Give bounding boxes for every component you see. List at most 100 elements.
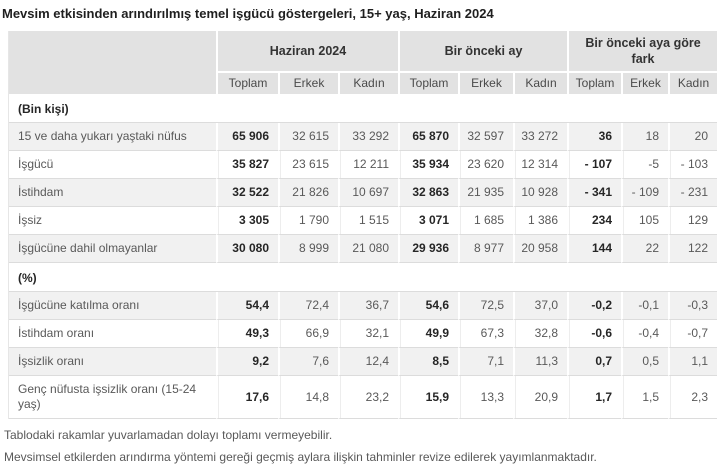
footnotes: Tablodaki rakamlar yuvarlamadan dolayı t…	[4, 428, 718, 465]
column-subheader: Kadın	[668, 71, 718, 94]
row-label: İşsizlik oranı	[9, 348, 216, 376]
column-subheader: Erkek	[278, 71, 338, 94]
cell-value: 72,4	[278, 292, 338, 320]
cell-value: 1 790	[278, 207, 338, 235]
cell-value: 23 615	[278, 151, 338, 179]
table-row: İstihdam 32 522 21 826 10 697 32 863 21 …	[9, 179, 718, 207]
cell-value: 18	[621, 123, 669, 151]
cell-value: 23,2	[338, 376, 399, 419]
section-header-row: (Bin kişi)	[9, 94, 718, 123]
cell-value: 3 305	[216, 207, 278, 235]
cell-value: 12 211	[338, 151, 399, 179]
column-group-header: Bir önceki ay	[398, 31, 568, 71]
row-label: İşgücü	[9, 151, 216, 179]
cell-value: 54,6	[398, 292, 459, 320]
cell-value: 1 515	[338, 207, 399, 235]
cell-value: 49,3	[216, 320, 278, 348]
cell-value: 1 685	[458, 207, 514, 235]
table-row: 15 ve daha yukarı yaştaki nüfus 65 906 3…	[9, 123, 718, 151]
cell-value: 12,4	[338, 348, 399, 376]
cell-value: - 231	[668, 179, 718, 207]
cell-value: 29 936	[398, 235, 459, 263]
table-row: İşgücüne dahil olmayanlar 30 080 8 999 2…	[9, 235, 718, 263]
cell-value: 35 934	[398, 151, 459, 179]
cell-value: 20 958	[513, 235, 568, 263]
cell-value: 11,3	[513, 348, 568, 376]
cell-value: 20	[668, 123, 718, 151]
cell-value: -0,4	[621, 320, 669, 348]
cell-value: 3 071	[398, 207, 459, 235]
cell-value: 32,8	[513, 320, 568, 348]
row-label: İşsiz	[9, 207, 216, 235]
cell-value: 33 292	[338, 123, 399, 151]
cell-value: - 109	[621, 179, 669, 207]
cell-value: 7,1	[458, 348, 514, 376]
cell-value: 9,2	[216, 348, 278, 376]
column-subheader: Erkek	[458, 71, 514, 94]
cell-value: 10 928	[513, 179, 568, 207]
page-title: Mevsim etkisinden arındırılmış temel işg…	[2, 6, 494, 21]
cell-value: 1,7	[567, 376, 622, 419]
cell-value: -0,7	[668, 320, 718, 348]
cell-value: 67,3	[458, 320, 514, 348]
cell-value: 32,1	[338, 320, 399, 348]
table-row: İşsizlik oranı 9,2 7,6 12,4 8,5 7,1 11,3…	[9, 348, 718, 376]
cell-value: 1,5	[621, 376, 669, 419]
cell-value: 8 977	[458, 235, 514, 263]
cell-value: 33 272	[513, 123, 568, 151]
cell-value: 49,9	[398, 320, 459, 348]
column-subheader: Toplam	[567, 71, 622, 94]
cell-value: 0,5	[621, 348, 669, 376]
section-label: (%)	[9, 263, 718, 292]
cell-value: 36,7	[338, 292, 399, 320]
cell-value: -0,6	[567, 320, 622, 348]
cell-value: -0,1	[621, 292, 669, 320]
cell-value: 8,5	[398, 348, 459, 376]
row-label: Genç nüfusta işsizlik oranı (15-24 yaş)	[9, 376, 216, 419]
corner-cell	[9, 31, 216, 94]
row-label: 15 ve daha yukarı yaştaki nüfus	[9, 123, 216, 151]
row-label: İstihdam oranı	[9, 320, 216, 348]
cell-value: -0,2	[567, 292, 622, 320]
column-group-row: Haziran 2024 Bir önceki ay Bir önceki ay…	[9, 31, 718, 94]
section-header-row: (%)	[9, 263, 718, 292]
cell-value: 37,0	[513, 292, 568, 320]
column-subheader-row: Toplam Erkek Kadın Toplam Erkek Kadın To…	[9, 71, 718, 94]
cell-value: 17,6	[216, 376, 278, 419]
footnote: Tablodaki rakamlar yuvarlamadan dolayı t…	[4, 428, 333, 442]
row-label: İşgücüne katılma oranı	[9, 292, 216, 320]
column-group-header: Bir önceki aya göre fark	[567, 31, 718, 71]
column-group-header: Haziran 2024	[216, 31, 399, 71]
column-subheader: Erkek	[621, 71, 669, 94]
cell-value: 1 386	[513, 207, 568, 235]
section-label: (Bin kişi)	[9, 94, 718, 123]
row-label: İşgücüne dahil olmayanlar	[9, 235, 216, 263]
cell-value: 35 827	[216, 151, 278, 179]
cell-value: 144	[567, 235, 622, 263]
cell-value: 21 935	[458, 179, 514, 207]
cell-value: 21 080	[338, 235, 399, 263]
table-row: İstihdam oranı 49,3 66,9 32,1 49,9 67,3 …	[9, 320, 718, 348]
cell-value: -0,3	[668, 292, 718, 320]
cell-value: 105	[621, 207, 669, 235]
cell-value: 30 080	[216, 235, 278, 263]
cell-value: 22	[621, 235, 669, 263]
cell-value: 1,1	[668, 348, 718, 376]
row-label: İstihdam	[9, 179, 216, 207]
cell-value: 13,3	[458, 376, 514, 419]
cell-value: 122	[668, 235, 718, 263]
cell-value: 7,6	[278, 348, 338, 376]
cell-value: 0,7	[567, 348, 622, 376]
cell-value: 32 522	[216, 179, 278, 207]
footnote: Mevsimsel etkilerden arındırma yöntemi g…	[4, 450, 597, 464]
cell-value: 54,4	[216, 292, 278, 320]
cell-value: 65 870	[398, 123, 459, 151]
column-subheader: Toplam	[216, 71, 278, 94]
column-subheader: Toplam	[398, 71, 459, 94]
table-row: İşsiz 3 305 1 790 1 515 3 071 1 685 1 38…	[9, 207, 718, 235]
cell-value: 32 597	[458, 123, 514, 151]
cell-value: - 107	[567, 151, 622, 179]
cell-value: 14,8	[278, 376, 338, 419]
cell-value: 36	[567, 123, 622, 151]
table-row: İşgücü 35 827 23 615 12 211 35 934 23 62…	[9, 151, 718, 179]
